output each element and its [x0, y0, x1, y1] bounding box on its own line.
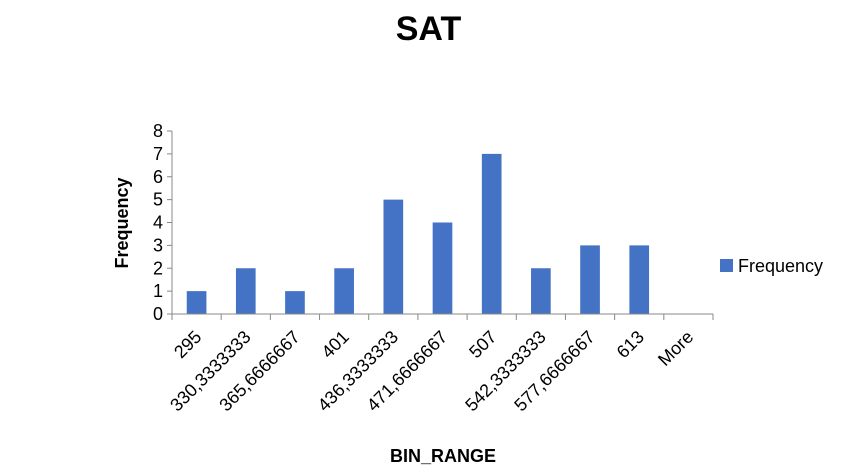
bar-401 [334, 268, 354, 314]
bar-613 [629, 245, 650, 315]
y-tick-label: 1 [153, 281, 163, 301]
legend: Frequency [720, 256, 823, 276]
x-axis-label: BIN_RANGE [390, 446, 496, 466]
x-tick-label: 401 [318, 327, 353, 362]
y-tick-label: 7 [153, 144, 163, 164]
bar-577,6666667 [580, 245, 600, 315]
chart-title: SAT [395, 10, 462, 48]
bar-330,3333333 [235, 268, 256, 314]
bar-471,6666667 [432, 222, 453, 314]
y-tick-label: 0 [153, 304, 163, 324]
bar-295 [186, 291, 207, 315]
axes-group [167, 130, 714, 320]
bar-436,3333333 [383, 199, 404, 315]
bar-365,6666667 [285, 291, 305, 315]
x-tick-label: More [654, 327, 697, 370]
x-tick-label: 613 [613, 327, 648, 362]
y-axis-label: Frequency [112, 177, 132, 268]
y-tick-label: 8 [153, 121, 163, 141]
bar-542,3333333 [531, 268, 551, 314]
y-tick-label: 3 [153, 235, 163, 255]
y-tick-label: 6 [153, 167, 163, 187]
y-tick-label: 4 [153, 213, 163, 233]
bars-group [186, 153, 650, 315]
legend-label: Frequency [738, 256, 823, 276]
x-tick-label: 507 [465, 327, 500, 362]
y-tick-label: 2 [153, 258, 163, 278]
y-tick-labels: 0 1 2 34 5 6 7 8 [153, 121, 163, 324]
legend-swatch [720, 259, 733, 272]
y-tick-label: 5 [153, 190, 163, 210]
bar-507 [481, 153, 502, 315]
x-tick-label: 295 [170, 327, 205, 362]
